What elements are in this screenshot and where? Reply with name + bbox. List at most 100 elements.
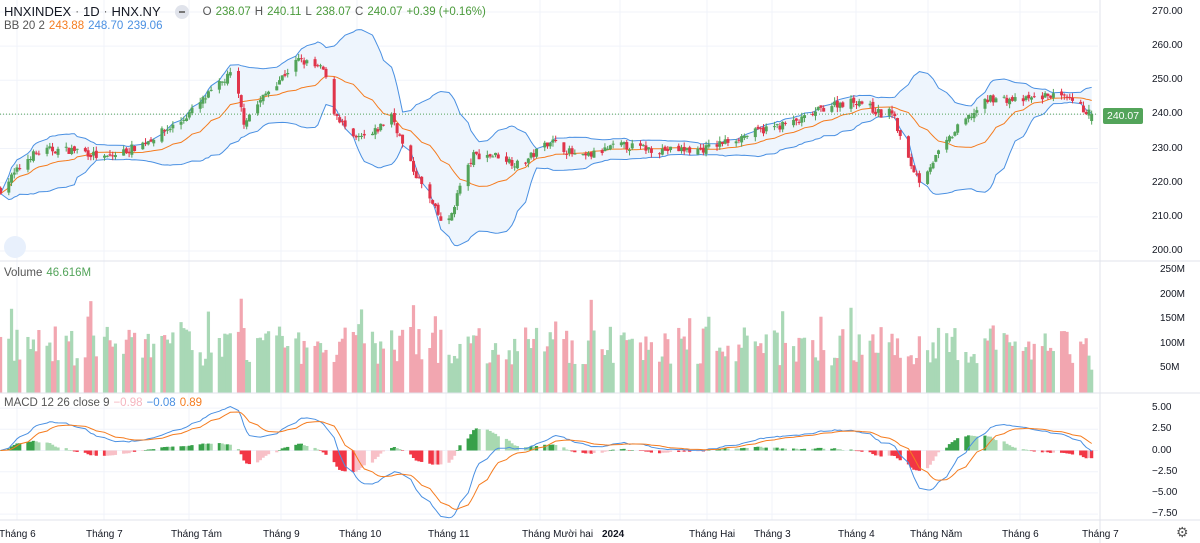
candle-body [666, 148, 670, 151]
volume-bar [737, 344, 741, 393]
candle-body [294, 59, 298, 72]
volume-bar [122, 353, 126, 393]
macd-histogram-bar [551, 444, 555, 451]
macd-histogram-bar [31, 440, 36, 451]
macd-histogram-bar [887, 450, 891, 456]
macd-legend[interactable]: MACD 12 26 close 9 −0.98 −0.08 0.89 [4, 397, 202, 409]
tradingview-cloud-icon[interactable] [4, 236, 26, 258]
candle-body [529, 152, 533, 158]
candle-body [1040, 95, 1044, 100]
candle-body [439, 216, 443, 221]
volume-bar [1013, 341, 1017, 393]
volume-bar [660, 356, 664, 393]
volume-bar [431, 332, 435, 393]
candle-body [185, 118, 189, 121]
candle-body [163, 130, 167, 132]
candle-body [0, 187, 3, 194]
candle-body [535, 148, 539, 157]
volume-bar [931, 342, 935, 393]
volume-bar [1040, 346, 1045, 393]
volume-bar [266, 331, 271, 393]
macd-histogram-bar [316, 449, 320, 451]
macd-histogram-bar [379, 450, 383, 454]
volume-bar [1043, 333, 1047, 393]
volume-bar [187, 331, 191, 393]
macd-histogram-bar [105, 450, 109, 456]
candle-body [551, 139, 555, 143]
volume-bar [554, 321, 558, 393]
macd-histogram-bar [975, 436, 979, 451]
symbol-name[interactable]: HNXINDEX [4, 4, 72, 19]
candle-body [122, 149, 126, 156]
candle-body [144, 142, 148, 145]
macd-histogram-bar [187, 445, 191, 451]
candle-body [1043, 93, 1047, 98]
macd-histogram-bar [603, 450, 607, 452]
gear-icon[interactable]: ⚙ [1176, 524, 1189, 540]
candle-body [734, 141, 738, 144]
volume-bar [783, 342, 787, 393]
candle-body [726, 139, 730, 143]
macd-histogram-bar [474, 428, 478, 451]
macd-histogram-bar [835, 449, 839, 451]
bb-legend[interactable]: BB 20 2 243.88 248.70 239.06 [4, 20, 162, 32]
macd-histogram-bar [171, 446, 175, 451]
macd-histogram-bar [198, 444, 202, 451]
volume-bar [797, 337, 801, 393]
candle-body [803, 115, 807, 119]
macd-histogram-bar [723, 448, 727, 451]
interval[interactable]: 1D [83, 4, 100, 19]
minus-icon[interactable] [174, 4, 189, 19]
candle-body [370, 133, 374, 136]
candle-body [130, 144, 134, 155]
volume-bar [1008, 342, 1012, 393]
macd-histogram-bar [1070, 450, 1075, 455]
macd-histogram-bar [50, 444, 55, 451]
volume-bar [627, 339, 632, 393]
macd-histogram-bar [554, 444, 558, 451]
candle-body [242, 108, 246, 125]
macd-histogram-bar [113, 450, 118, 455]
macd-histogram-bar [1059, 450, 1064, 453]
macd-histogram-bar [658, 450, 662, 454]
candle-body [1071, 97, 1075, 101]
volume-bar [124, 339, 128, 393]
candle-body [1051, 93, 1055, 98]
volume-bar [1059, 331, 1064, 393]
macd-histogram-bar [543, 444, 547, 451]
volume-bar [305, 347, 309, 393]
volume-legend[interactable]: Volume 46.616M [4, 267, 91, 279]
volume-bar [370, 331, 375, 393]
volume-bar [89, 301, 93, 393]
macd-histogram-bar [111, 450, 115, 456]
volume-tick: 150M [1160, 313, 1186, 324]
candle-body [931, 162, 935, 169]
macd-histogram-bar [797, 449, 801, 451]
macd-histogram-bar [398, 449, 402, 451]
macd-histogram-bar [130, 450, 134, 452]
macd-histogram-bar [627, 450, 632, 451]
volume-bar [986, 340, 990, 393]
macd-histogram-bar [663, 450, 667, 453]
candle-body [89, 154, 93, 158]
macd-histogram-bar [838, 449, 842, 451]
volume-bar [529, 348, 533, 393]
candle-body [206, 91, 210, 98]
volume-bar [857, 334, 861, 393]
volume-bar [245, 360, 249, 393]
price-tick: 230.00 [1152, 142, 1183, 154]
macd-histogram-bar [206, 443, 211, 451]
volume-bar [994, 349, 998, 393]
macd-histogram-bar [548, 444, 552, 451]
macd-tick: −7.50 [1152, 508, 1178, 520]
macd-histogram-bar [436, 450, 440, 465]
volume-bar [316, 341, 320, 393]
macd-histogram-bar [715, 449, 719, 451]
close-value: 240.07 [367, 5, 403, 18]
candle-body [838, 102, 842, 108]
candle-body [524, 162, 528, 164]
candle-body [45, 147, 49, 154]
volume-bar [472, 335, 476, 393]
macd-histogram-bar [928, 450, 932, 465]
